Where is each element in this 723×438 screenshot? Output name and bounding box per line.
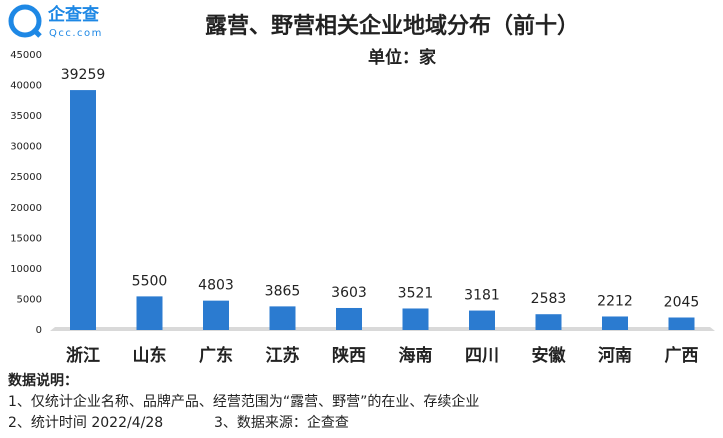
chart-title: 露营、野营相关企业地域分布（前十） — [205, 13, 579, 39]
bar — [70, 90, 96, 330]
notes-heading: 数据说明： — [8, 372, 78, 389]
x-tick-label: 江苏 — [266, 345, 300, 366]
data-label: 4803 — [198, 278, 234, 294]
y-tick-label: 10000 — [10, 264, 42, 275]
data-label: 2583 — [531, 291, 567, 307]
notes-line: 2、统计时间 2022/4/28 — [8, 415, 163, 431]
x-tick-label: 广西 — [665, 345, 699, 366]
bar — [402, 308, 429, 330]
y-tick-label: 25000 — [10, 172, 42, 183]
bar — [269, 306, 296, 330]
x-tick-label: 四川 — [465, 346, 499, 366]
chart-subtitle: 单位：家 — [368, 47, 436, 68]
y-tick-label: 20000 — [10, 203, 42, 214]
logo: 企查查 Qcc.com — [8, 4, 103, 39]
y-tick-label: 40000 — [10, 81, 42, 92]
bar — [336, 307, 362, 330]
y-tick-label: 30000 — [10, 142, 42, 153]
x-tick-label: 广东 — [199, 345, 233, 366]
notes-line: 3、数据来源：企查查 — [214, 414, 349, 431]
bar — [602, 316, 628, 330]
x-tick-label: 浙江 — [66, 345, 100, 366]
y-tick-label: 15000 — [10, 233, 42, 244]
data-label: 2045 — [664, 295, 700, 311]
logo-domain: Qcc.com — [49, 28, 103, 39]
y-tick-label: 45000 — [10, 50, 42, 61]
y-tick-label: 0 — [36, 325, 42, 336]
bar — [668, 317, 695, 330]
data-label: 3181 — [464, 288, 500, 304]
y-tick-label: 35000 — [10, 111, 42, 122]
x-tick-label: 河南 — [598, 345, 632, 366]
bar — [203, 300, 229, 330]
x-tick-label: 陕西 — [332, 345, 366, 366]
x-tick-label: 海南 — [399, 345, 433, 366]
notes-line: 1、仅统计企业名称、品牌产品、经营范围为“露营、野营”的在业、存续企业 — [8, 393, 479, 410]
logo-name: 企查查 — [47, 4, 100, 25]
bar — [136, 296, 163, 330]
logo-icon — [8, 4, 42, 38]
data-label: 5500 — [132, 273, 168, 289]
data-label: 3865 — [265, 283, 301, 299]
bar — [535, 314, 562, 330]
x-tick-label: 山东 — [133, 345, 167, 366]
data-label: 39259 — [61, 67, 106, 83]
data-label: 2212 — [597, 293, 633, 309]
data-label: 3603 — [331, 285, 367, 301]
data-label: 3521 — [398, 285, 434, 301]
bar — [469, 310, 495, 330]
y-tick-label: 5000 — [17, 294, 42, 305]
x-tick-label: 安徽 — [532, 345, 567, 366]
logo-icon-handle — [31, 27, 42, 38]
